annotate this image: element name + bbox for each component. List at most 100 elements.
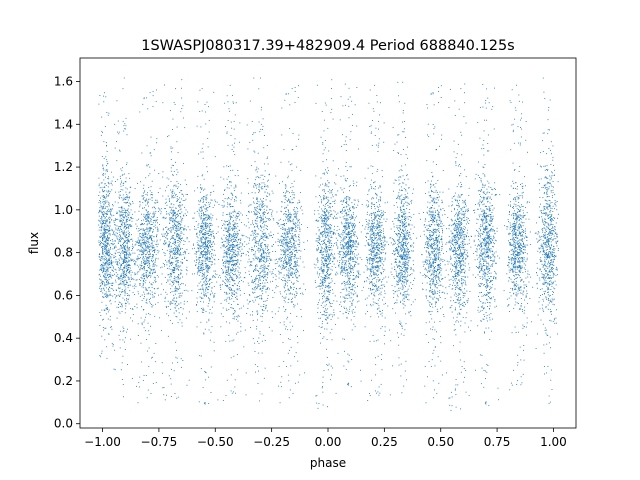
data-point: [140, 342, 142, 344]
data-point: [105, 256, 107, 258]
data-point: [122, 278, 124, 280]
data-point: [258, 286, 260, 287]
data-point: [174, 293, 176, 295]
data-point: [173, 228, 175, 230]
data-point: [307, 240, 308, 242]
data-point: [289, 264, 291, 266]
data-point: [228, 275, 230, 276]
data-point: [266, 277, 268, 279]
data-point: [129, 271, 131, 273]
data-point: [230, 257, 232, 259]
data-point: [226, 239, 227, 241]
data-point: [136, 271, 138, 273]
data-point: [224, 267, 226, 269]
data-point: [208, 269, 210, 271]
data-point: [147, 217, 149, 219]
data-point: [123, 267, 125, 268]
data-point: [113, 214, 115, 216]
data-point: [109, 217, 111, 219]
data-point: [122, 120, 124, 122]
data-point: [234, 228, 236, 230]
data-point: [204, 232, 206, 233]
data-point: [181, 238, 183, 239]
data-point: [183, 233, 185, 235]
data-point: [203, 178, 205, 180]
data-point: [107, 280, 109, 282]
data-point: [127, 270, 128, 271]
data-point: [142, 239, 144, 241]
data-point: [152, 222, 154, 224]
data-point: [256, 168, 258, 170]
data-point: [262, 313, 264, 314]
data-point: [101, 264, 102, 265]
data-point: [227, 267, 229, 269]
data-point: [128, 220, 130, 222]
data-point: [100, 218, 102, 219]
data-point: [130, 209, 132, 211]
data-point: [206, 251, 207, 253]
data-point: [195, 262, 197, 263]
data-point: [104, 232, 106, 234]
data-point: [177, 281, 179, 283]
data-point: [232, 229, 234, 231]
data-point: [235, 219, 237, 221]
data-point: [178, 235, 180, 236]
data-point: [265, 220, 267, 222]
data-point: [271, 190, 273, 192]
data-point: [152, 217, 154, 218]
data-point: [266, 196, 268, 197]
data-point: [103, 167, 104, 169]
data-point: [128, 213, 130, 215]
data-point: [175, 286, 177, 288]
data-point: [262, 309, 264, 311]
data-point: [110, 239, 112, 241]
data-point: [165, 291, 167, 293]
data-point: [169, 214, 170, 216]
data-point: [106, 211, 108, 213]
data-point: [258, 239, 260, 241]
data-point: [264, 211, 266, 213]
data-point: [122, 280, 124, 282]
data-point: [178, 223, 180, 224]
data-point: [173, 210, 175, 212]
data-point: [228, 309, 230, 311]
data-point: [254, 222, 256, 224]
data-point: [227, 228, 229, 230]
data-point: [180, 184, 182, 186]
data-point: [135, 286, 137, 288]
data-point: [174, 211, 176, 213]
data-point: [142, 274, 144, 276]
data-point: [232, 254, 234, 256]
data-point: [261, 203, 263, 205]
data-point: [234, 223, 236, 225]
data-point: [110, 327, 112, 328]
data-point: [296, 218, 298, 220]
data-point: [131, 271, 133, 273]
data-point: [174, 213, 176, 215]
data-point: [125, 222, 127, 224]
data-point: [232, 317, 234, 319]
data-point: [275, 251, 276, 253]
data-point: [222, 265, 224, 267]
data-point: [126, 245, 128, 247]
data-point: [260, 283, 262, 285]
data-point: [149, 212, 151, 214]
data-point: [231, 294, 232, 296]
data-point: [145, 256, 147, 258]
data-point: [228, 253, 230, 255]
data-point: [261, 188, 263, 190]
data-point: [102, 270, 104, 271]
data-point: [149, 227, 150, 229]
data-point: [144, 296, 145, 298]
data-point: [150, 283, 152, 285]
data-point: [108, 227, 110, 229]
data-point: [105, 96, 107, 98]
data-point: [203, 274, 205, 276]
data-point: [235, 200, 237, 202]
data-point: [127, 256, 129, 258]
data-point: [233, 233, 235, 235]
data-point: [172, 272, 174, 274]
data-point: [122, 183, 124, 185]
data-point: [143, 237, 145, 239]
data-point: [101, 116, 103, 118]
